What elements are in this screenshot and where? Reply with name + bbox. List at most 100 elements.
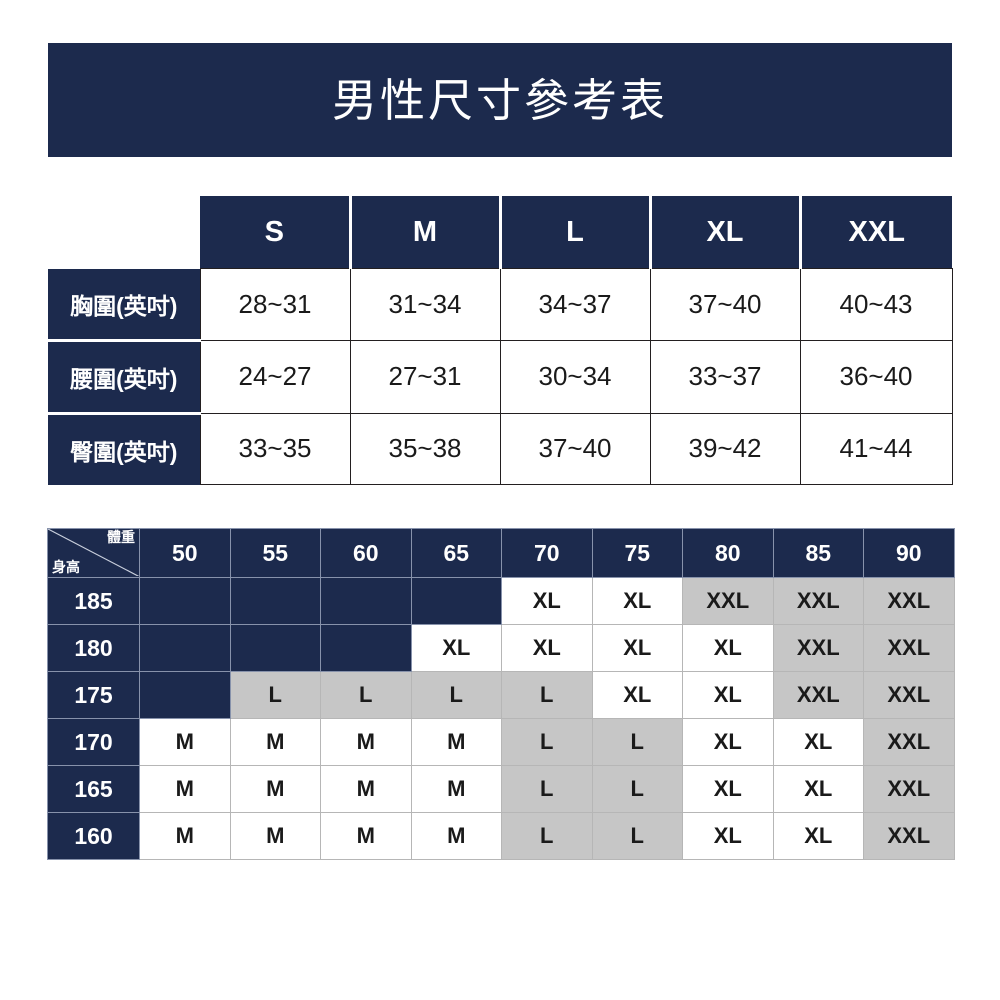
size-recommendation-cell: XL	[591, 624, 683, 672]
empty-matrix-cell	[139, 577, 231, 625]
measurement-value-cell: 24~27	[199, 339, 351, 414]
size-recommendation-cell: M	[320, 765, 412, 813]
empty-matrix-cell	[410, 577, 502, 625]
matrix-header-row: 體重 身高 50 55 60 65 70 75 80 85 90	[47, 528, 955, 578]
weight-column-header-55: 55	[229, 528, 321, 578]
height-row-header-170: 170	[47, 718, 140, 766]
size-recommendation-cell: XXL	[772, 671, 864, 719]
size-column-header-l: L	[498, 196, 650, 269]
measurement-row-label: 胸圍(英吋)	[48, 268, 200, 340]
size-recommendation-cell: L	[229, 671, 321, 719]
measurement-value-cell: 37~40	[649, 268, 801, 341]
matrix-height-axis-label: 身高	[52, 558, 80, 575]
size-column-header-s: S	[200, 196, 350, 269]
measurement-value-cell: 33~37	[649, 339, 801, 414]
size-recommendation-cell: M	[229, 812, 321, 860]
size-recommendation-cell: XL	[682, 671, 774, 719]
size-recommendation-cell: M	[410, 765, 502, 813]
size-recommendation-cell: XL	[682, 765, 774, 813]
matrix-corner-cell: 體重身高	[47, 528, 140, 578]
weight-column-header-70: 70	[501, 528, 593, 578]
empty-matrix-cell	[320, 624, 412, 672]
size-recommendation-cell: M	[320, 812, 412, 860]
measurement-value-cell: 31~34	[349, 268, 501, 341]
size-recommendation-cell: XL	[682, 812, 774, 860]
empty-matrix-cell	[320, 577, 412, 625]
height-row-header-160: 160	[47, 812, 140, 860]
empty-matrix-cell	[139, 671, 231, 719]
measurement-value-cell: 28~31	[199, 268, 351, 341]
size-recommendation-cell: XXL	[863, 671, 955, 719]
measurement-value-cell: 34~37	[499, 268, 651, 341]
matrix-table-row: 160 M M M M L L XL XL XXL	[47, 812, 955, 860]
size-recommendation-cell: L	[501, 718, 593, 766]
measurement-value-cell: 40~43	[799, 268, 953, 341]
size-recommendation-cell: XL	[772, 812, 864, 860]
weight-column-header-85: 85	[772, 528, 864, 578]
size-recommendation-cell: L	[320, 671, 412, 719]
measurement-value-cell: 30~34	[499, 339, 651, 414]
size-recommendation-cell: L	[591, 765, 683, 813]
size-recommendation-cell: XXL	[863, 624, 955, 672]
measurement-value-cell: 27~31	[349, 339, 501, 414]
measurement-value-cell: 36~40	[799, 339, 953, 414]
size-column-header-xl: XL	[648, 196, 800, 269]
size-column-header-m: M	[348, 196, 500, 269]
size-table-row: 腰圍(英吋) 24~27 27~31 30~34 33~37 36~40	[48, 338, 953, 414]
size-recommendation-cell: M	[139, 812, 231, 860]
measurement-value-cell: 41~44	[799, 412, 953, 485]
measurement-value-cell: 39~42	[649, 412, 801, 485]
size-recommendation-cell: XL	[772, 765, 864, 813]
size-recommendation-cell: XXL	[863, 718, 955, 766]
matrix-table-row: 170 M M M M L L XL XL XXL	[47, 718, 955, 766]
empty-matrix-cell	[229, 624, 321, 672]
size-recommendation-cell: L	[591, 718, 683, 766]
size-recommendation-cell: XXL	[863, 577, 955, 625]
size-recommendation-cell: M	[139, 765, 231, 813]
matrix-table-row: 180 XL XL XL XL XXL XXL	[47, 624, 955, 672]
height-row-header-175: 175	[47, 671, 140, 719]
body-measurement-table: S M L XL XXL 胸圍(英吋) 28~31 31~34 34~37 37~40 40~43 腰…	[48, 196, 953, 485]
height-row-header-180: 180	[47, 624, 140, 672]
size-recommendation-cell: XL	[682, 718, 774, 766]
size-recommendation-cell: M	[410, 718, 502, 766]
size-recommendation-cell: XL	[501, 624, 593, 672]
measurement-row-label: 臀圍(英吋)	[48, 411, 200, 485]
weight-column-header-75: 75	[591, 528, 683, 578]
measurement-value-cell: 37~40	[499, 412, 651, 485]
title-banner: 男性尺寸參考表	[48, 43, 952, 157]
page-title: 男性尺寸參考表	[331, 74, 668, 126]
size-recommendation-cell: XL	[591, 671, 683, 719]
size-recommendation-cell: XXL	[772, 577, 864, 625]
size-recommendation-cell: XL	[591, 577, 683, 625]
matrix-table-row: 185 XL XL XXL XXL XXL	[47, 577, 955, 625]
height-row-header-185: 185	[47, 577, 140, 625]
size-recommendation-cell: XL	[772, 718, 864, 766]
matrix-weight-axis-label: 體重	[107, 529, 135, 545]
weight-column-header-80: 80	[682, 528, 774, 578]
size-recommendation-cell: M	[139, 718, 231, 766]
size-recommendation-cell: L	[501, 765, 593, 813]
weight-column-header-90: 90	[863, 528, 955, 578]
size-recommendation-cell: L	[410, 671, 502, 719]
size-table-corner-cell	[48, 196, 200, 269]
size-recommendation-cell: M	[229, 718, 321, 766]
weight-column-header-65: 65	[410, 528, 502, 578]
size-recommendation-cell: XL	[682, 624, 774, 672]
size-recommendation-cell: XL	[501, 577, 593, 625]
size-column-header-xxl: XXL	[798, 196, 952, 269]
measurement-value-cell: 33~35	[199, 412, 351, 485]
height-weight-matrix-table: 體重 身高 50 55 60 65 70 75 80 85 90 185 XL XL XXL XXL XXL 18…	[47, 528, 955, 860]
size-table-row: 臀圍(英吋) 33~35 35~38 37~40 39~42 41~44	[48, 411, 953, 485]
weight-column-header-60: 60	[320, 528, 412, 578]
weight-column-header-50: 50	[139, 528, 231, 578]
height-row-header-165: 165	[47, 765, 140, 813]
matrix-table-row: 175 L L L L XL XL XXL XXL	[47, 671, 955, 719]
matrix-table-row: 165 M M M M L L XL XL XXL	[47, 765, 955, 813]
size-recommendation-cell: XXL	[682, 577, 774, 625]
size-recommendation-cell: M	[410, 812, 502, 860]
empty-matrix-cell	[139, 624, 231, 672]
empty-matrix-cell	[229, 577, 321, 625]
size-recommendation-cell: M	[229, 765, 321, 813]
size-recommendation-cell: XXL	[772, 624, 864, 672]
